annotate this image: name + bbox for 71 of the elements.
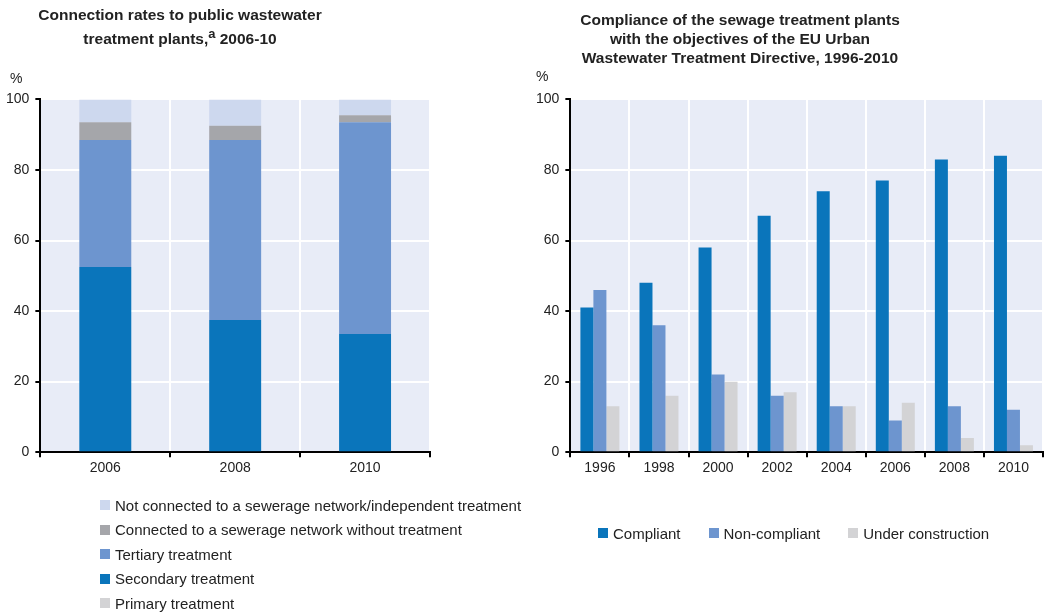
y-tick-label: 0 (551, 443, 560, 460)
bar (770, 395, 784, 452)
legend-label: Compliant (613, 524, 681, 542)
bar (79, 99, 132, 123)
bar (652, 325, 666, 452)
x-tick-label: 2006 (879, 459, 912, 476)
legend-label: Connected to a sewerage network without treatment (115, 521, 462, 539)
bar (724, 381, 738, 452)
chart-title: Connection rates to public wastewater treatment plants,$^{a}$ 2006-10 (37, 5, 323, 49)
x-tick-label: 1998 (643, 459, 675, 476)
x-tick-label: 2004 (820, 459, 852, 476)
bar (947, 406, 961, 452)
y-axis-title: % (536, 68, 549, 84)
bar (339, 122, 392, 335)
y-tick-label: 100 (6, 90, 30, 107)
legend-label: Secondary treatment (115, 570, 255, 588)
bar (639, 282, 653, 452)
bar (339, 115, 392, 123)
x-tick-label: 2010 (349, 459, 381, 476)
x-tick-label: 2010 (997, 459, 1030, 476)
legend-label: Tertiary treatment (115, 545, 232, 563)
x-tick-label: 2006 (89, 459, 122, 476)
y-tick-label: 0 (21, 443, 30, 460)
bar (665, 395, 679, 452)
bar (79, 139, 132, 267)
bar (960, 438, 974, 452)
y-tick-label: 60 (543, 231, 560, 248)
y-tick-label: 60 (13, 231, 30, 248)
x-tick-label: 2008 (938, 459, 971, 476)
x-tick-label: 2008 (219, 459, 251, 476)
bar (757, 215, 771, 452)
y-tick-label: 80 (13, 160, 30, 177)
bar (901, 402, 915, 452)
bar (209, 139, 262, 320)
bar (209, 125, 262, 140)
bar (816, 191, 830, 452)
y-axis-title: % (10, 70, 23, 86)
bar (711, 374, 725, 452)
legend-label: Under construction (863, 524, 990, 542)
bar (783, 392, 797, 452)
legend-label: Primary treatment (115, 594, 235, 612)
bar (1006, 409, 1020, 452)
bar (593, 289, 607, 452)
bar (993, 155, 1007, 452)
y-tick-label: 40 (543, 301, 560, 318)
legend-label: Non-compliant (723, 524, 821, 542)
bar (875, 180, 889, 452)
y-tick-label: 80 (543, 160, 560, 177)
bar (606, 406, 620, 452)
y-tick-label: 40 (13, 301, 30, 318)
y-tick-label: 20 (543, 372, 560, 389)
bar (209, 99, 262, 126)
bar (829, 406, 843, 452)
bar (1019, 445, 1033, 452)
bar (888, 420, 902, 452)
bar (934, 159, 948, 452)
y-tick-label: 100 (536, 90, 560, 107)
y-tick-label: 20 (13, 372, 30, 389)
bar (339, 99, 392, 116)
bar (842, 406, 856, 452)
bar (209, 319, 262, 452)
x-tick-label: 2002 (761, 459, 793, 476)
bar (79, 266, 132, 452)
bar (698, 247, 712, 452)
legend-label: Not connected to a sewerage network/independent treatment (115, 496, 522, 514)
bar (580, 307, 594, 452)
x-tick-label: 2000 (702, 459, 734, 476)
bar (79, 122, 132, 140)
chart-title: Compliance of the sewage treatment plants with the objectives of the EU Urban Wastewater Treatment Directive, 1996-2010 (579, 10, 901, 67)
bar (339, 334, 392, 452)
x-tick-label: 1996 (584, 459, 616, 476)
